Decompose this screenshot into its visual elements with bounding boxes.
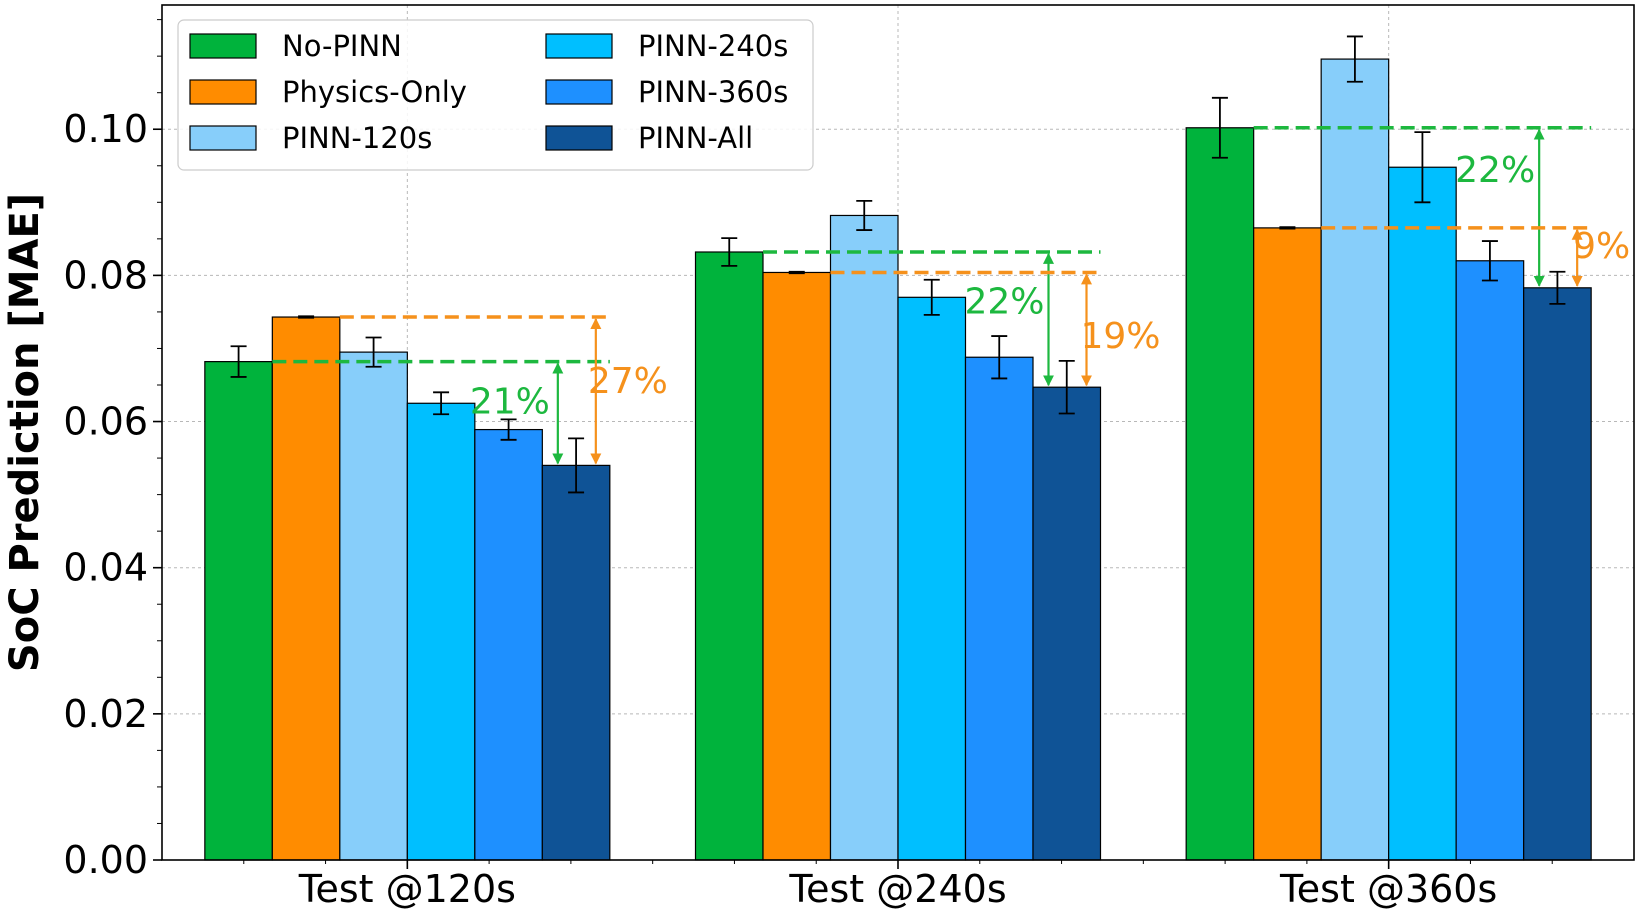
y-tick-label: 0.08	[63, 253, 148, 297]
x-tick-label: Test @360s	[1279, 867, 1497, 911]
legend-swatch	[545, 125, 613, 151]
y-tick-label: 0.06	[63, 400, 148, 444]
improvement-label: 22%	[964, 282, 1044, 323]
legend-label: PINN-360s	[638, 75, 788, 109]
legend-swatch	[189, 125, 257, 151]
improvement-label: 27%	[588, 361, 668, 402]
bar	[1523, 287, 1592, 861]
y-tick-label: 0.02	[63, 692, 148, 736]
improvement-label: 21%	[470, 382, 550, 423]
improvement-label: 9%	[1573, 226, 1630, 267]
y-axis-label: SoC Prediction [MAE]	[2, 193, 48, 672]
bar	[829, 214, 899, 861]
legend-label: PINN-120s	[282, 121, 432, 155]
bar	[339, 351, 408, 861]
bar	[1253, 227, 1322, 861]
axis-ticks: 0.00 0.02 0.04 0.06 0.08 0.10 Test @120s Test @…	[63, 19, 1553, 911]
legend-swatch	[189, 79, 257, 105]
improvement-label: 22%	[1455, 150, 1535, 191]
bar	[694, 251, 764, 861]
legend-swatch	[189, 33, 257, 59]
bar	[1388, 166, 1457, 861]
legend-label: PINN-All	[638, 121, 753, 155]
legend-label: PINN-240s	[638, 29, 788, 63]
x-tick-label: Test @240s	[788, 867, 1006, 911]
legend-swatch	[545, 79, 613, 105]
x-tick-label: Test @120s	[298, 867, 516, 911]
legend-swatch	[545, 33, 613, 59]
legend-label: No-PINN	[282, 29, 402, 63]
y-tick-label: 0.04	[63, 546, 148, 590]
annotations: 21% 27% 22% 19% 22% 9%	[272, 126, 1630, 465]
bar	[762, 271, 832, 861]
bars	[204, 35, 1592, 861]
bar	[897, 296, 967, 861]
bar	[406, 402, 476, 861]
improvement-label: 19%	[1081, 316, 1161, 357]
bar	[1185, 127, 1255, 861]
bar	[204, 361, 273, 861]
legend: No-PINN Physics-Only PINN-120s PINN-240s PIN…	[177, 19, 814, 171]
legend-label: Physics-Only	[282, 75, 467, 109]
bar	[1320, 58, 1390, 861]
y-tick-label: 0.00	[63, 838, 148, 882]
bar	[1455, 260, 1525, 861]
bar	[474, 428, 543, 861]
legend-box	[177, 19, 814, 171]
bar	[964, 356, 1034, 861]
bar	[1032, 386, 1102, 861]
y-tick-label: 0.10	[63, 107, 148, 151]
bar	[271, 316, 341, 861]
bar	[541, 464, 611, 861]
